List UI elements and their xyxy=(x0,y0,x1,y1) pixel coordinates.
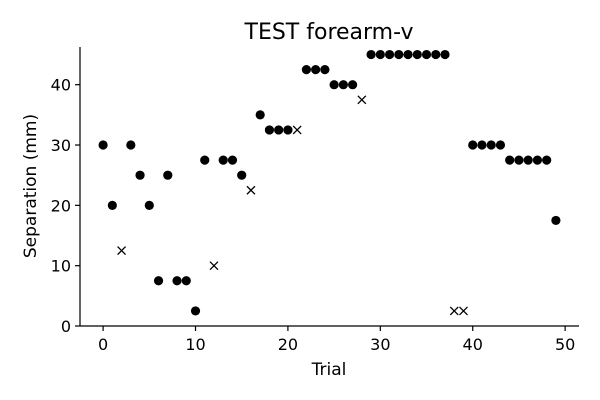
y-tick-label: 30 xyxy=(51,136,71,155)
data-point-x xyxy=(357,95,367,105)
x-tick-label: 30 xyxy=(370,335,390,354)
data-point-x xyxy=(246,185,256,195)
data-point-circle xyxy=(338,80,348,90)
data-point-x xyxy=(209,261,219,271)
x-tick-label: 40 xyxy=(463,335,483,354)
x-axis-ticks: 0 10 20 30 40 50 xyxy=(98,326,575,354)
data-point-circle xyxy=(505,155,515,165)
data-point-x xyxy=(449,306,459,316)
data-point-circle xyxy=(283,125,293,135)
data-point-circle xyxy=(218,155,228,165)
data-point-circle xyxy=(227,155,238,165)
data-point-circle xyxy=(421,49,432,60)
data-point-circle xyxy=(320,65,330,75)
data-point-circle xyxy=(237,170,247,180)
data-point-circle xyxy=(98,140,108,150)
data-point-circle xyxy=(144,200,154,210)
data-point-x xyxy=(292,125,302,135)
data-point-circle xyxy=(107,200,117,210)
y-tick-label: 40 xyxy=(51,76,71,95)
x-tick-label: 0 xyxy=(98,335,108,354)
data-point-circle xyxy=(486,140,496,150)
data-point-circle xyxy=(153,276,164,286)
data-point-circle xyxy=(477,140,487,150)
data-point-circle xyxy=(366,49,376,60)
data-point-circle xyxy=(412,49,422,60)
data-point-circle xyxy=(311,65,321,75)
data-point-circle xyxy=(200,155,210,165)
data-point-circle xyxy=(375,49,385,60)
data-point-circle xyxy=(468,140,478,150)
data-point-circle xyxy=(135,170,145,180)
data-point-circle xyxy=(403,49,413,60)
data-point-circle xyxy=(126,140,136,150)
data-point-circle xyxy=(274,125,284,135)
data-point-x xyxy=(117,246,127,256)
data-point-x xyxy=(459,306,468,316)
data-point-circle xyxy=(255,110,265,120)
data-point-circle xyxy=(329,80,339,90)
data-point-circle xyxy=(301,65,311,75)
data-point-circle xyxy=(348,80,358,90)
data-point-circle xyxy=(431,49,441,60)
data-point-circle xyxy=(181,276,191,286)
data-point-circle xyxy=(523,155,533,165)
data-point-circle xyxy=(440,49,450,60)
x-tick-label: 10 xyxy=(185,335,205,354)
y-tick-label: 20 xyxy=(51,196,71,215)
x-tick-label: 20 xyxy=(278,335,298,354)
data-points xyxy=(98,49,561,316)
data-point-circle xyxy=(532,155,543,165)
data-point-circle xyxy=(190,306,201,316)
y-tick-label: 10 xyxy=(51,257,71,276)
data-point-circle xyxy=(542,155,552,165)
y-axis-label: Separation (mm) xyxy=(21,114,41,258)
y-tick-label: 0 xyxy=(61,317,71,336)
x-tick-label: 50 xyxy=(555,335,575,354)
data-point-circle xyxy=(163,170,173,180)
chart-title: TEST forearm-v xyxy=(244,20,414,45)
data-point-circle xyxy=(384,49,395,60)
data-point-circle xyxy=(264,125,275,135)
data-point-circle xyxy=(495,140,506,150)
data-point-circle xyxy=(551,215,561,226)
x-axis-label: Trial xyxy=(311,360,347,380)
y-axis-ticks: 0 10 20 30 40 xyxy=(51,76,80,336)
data-point-circle xyxy=(514,155,524,165)
data-point-circle xyxy=(394,49,404,60)
data-point-circle xyxy=(172,276,182,286)
